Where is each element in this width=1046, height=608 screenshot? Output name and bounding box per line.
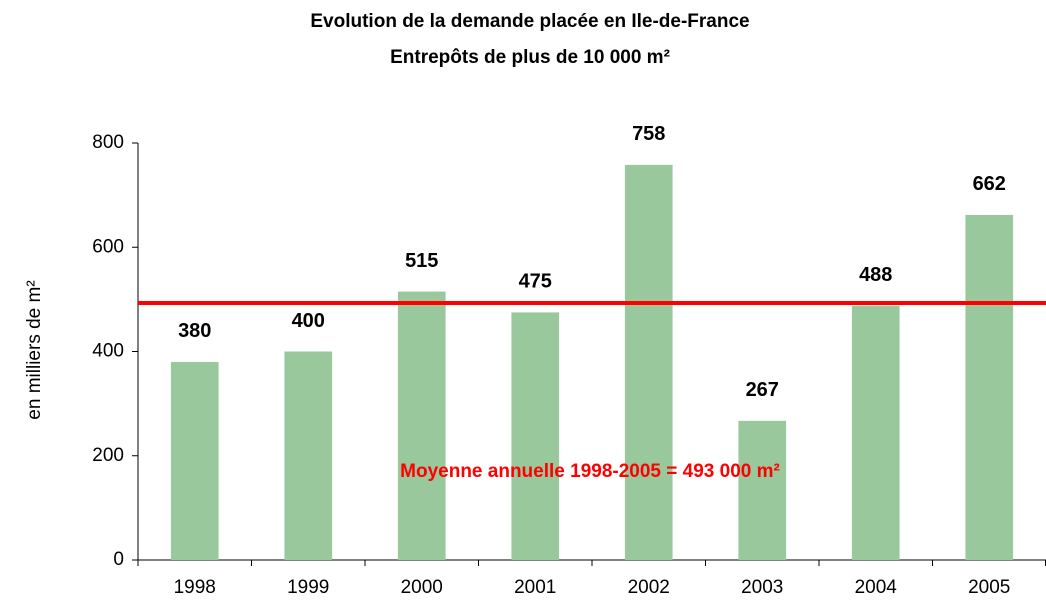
- x-tick-label: 1998: [174, 577, 216, 598]
- bar: [851, 305, 900, 560]
- y-tick-label: 400: [92, 341, 124, 362]
- value-label: 515: [405, 250, 438, 272]
- bar: [965, 214, 1014, 560]
- y-axis-label: en milliers de m²: [24, 280, 45, 419]
- value-label: 475: [519, 271, 552, 293]
- y-tick-label: 200: [92, 445, 124, 466]
- bar: [284, 351, 333, 560]
- x-tick-label: 1999: [287, 577, 329, 598]
- bar: [738, 420, 787, 560]
- y-tick-label: 600: [92, 236, 124, 257]
- bar: [170, 361, 219, 560]
- chart-subtitle: Entrepôts de plus de 10 000 m²: [390, 47, 670, 68]
- x-tick-label: 2003: [741, 577, 783, 598]
- x-tick-label: 2005: [968, 577, 1010, 598]
- x-tick-label: 2001: [514, 577, 556, 598]
- bar: [511, 312, 560, 560]
- y-tick-label: 0: [113, 549, 124, 570]
- value-label: 488: [859, 264, 892, 286]
- bar: [397, 291, 446, 560]
- y-tick-label: 800: [92, 132, 124, 153]
- value-label: 400: [292, 310, 325, 332]
- x-tick-label: 2002: [628, 577, 670, 598]
- value-label: 758: [632, 123, 665, 145]
- average-annotation: Moyenne annuelle 1998-2005 = 493 000 m²: [400, 461, 780, 482]
- value-label: 267: [746, 379, 779, 401]
- value-label: 662: [973, 173, 1006, 195]
- x-tick-label: 2004: [855, 577, 898, 598]
- value-label: 380: [178, 320, 211, 342]
- bar: [624, 164, 673, 560]
- chart-title: Evolution de la demande placée en Ile-de…: [310, 11, 749, 32]
- x-tick-label: 2000: [401, 577, 443, 598]
